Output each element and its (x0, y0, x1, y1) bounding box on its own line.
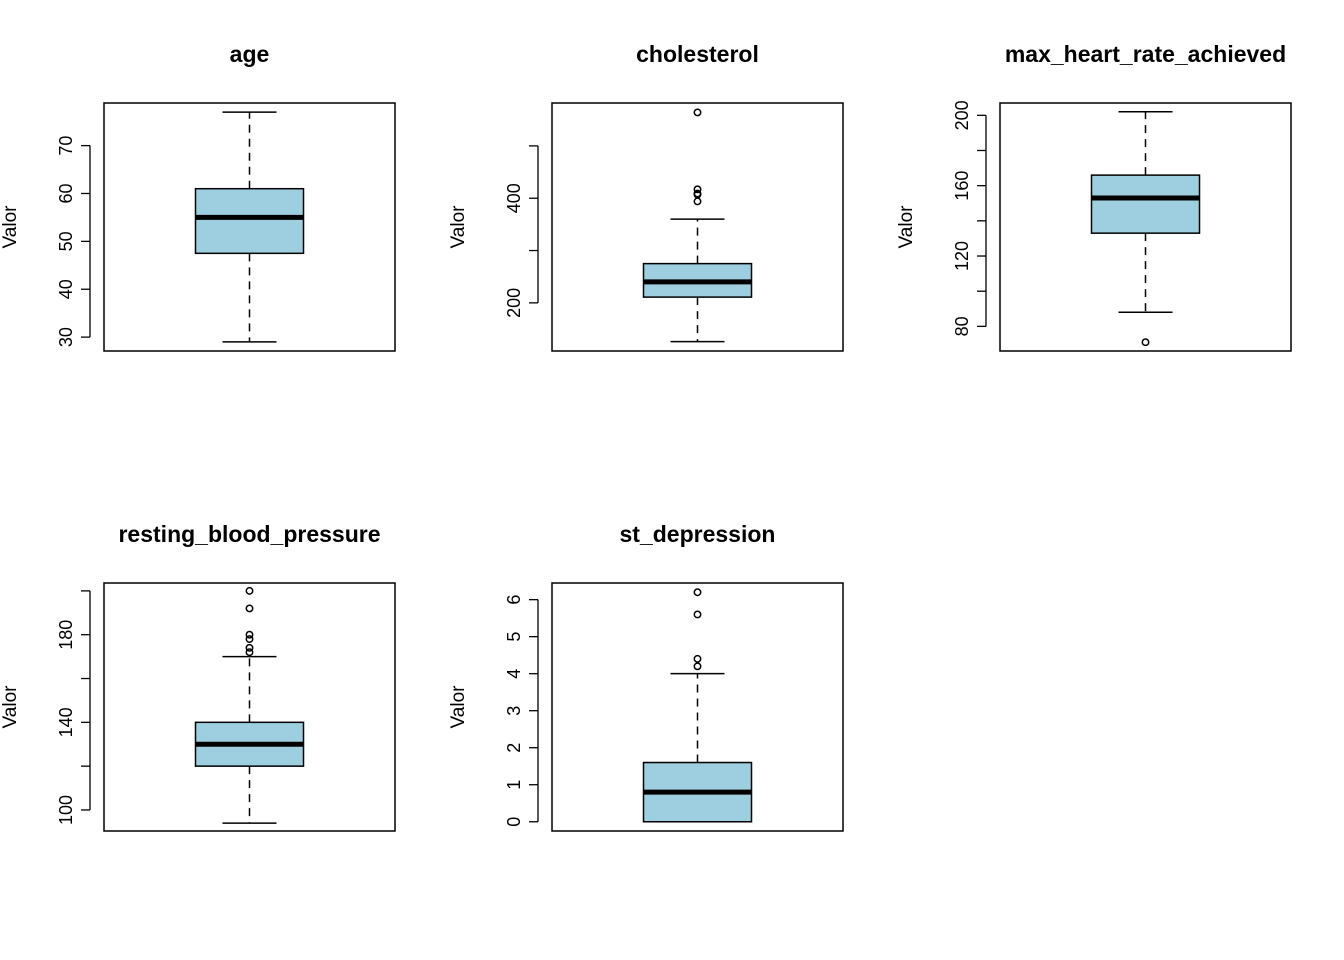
panel-age: age Valor 30 40 50 60 70 (0, 41, 396, 352)
y-tick-label: 4 (504, 669, 524, 679)
chart-title: resting_blood_pressure (118, 521, 380, 547)
y-tick-label: 2 (504, 743, 524, 753)
outlier-point (693, 610, 702, 619)
y-axis-label: Valor (896, 205, 917, 249)
y-axis-label: Valor (448, 205, 469, 249)
y-tick-label: 5 (504, 632, 524, 642)
panel-st_depression: st_depression Valor 0 1 2 3 4 5 6 (448, 521, 844, 832)
outlier-point (245, 630, 254, 639)
iqr-box (194, 187, 305, 255)
y-tick-label: 70 (56, 136, 76, 156)
y-tick-label: 180 (56, 620, 76, 650)
y-tick-label: 200 (952, 100, 972, 130)
outlier-point (245, 604, 254, 613)
panel-max_heart_rate_achieved: max_heart_rate_achieved Valor 80 120 160 200 (896, 41, 1292, 352)
y-axis-label: Valor (0, 205, 21, 249)
outlier-point (245, 648, 254, 657)
y-tick-label: 50 (56, 231, 76, 251)
y-tick-label: 30 (56, 327, 76, 347)
chart-title: cholesterol (636, 41, 759, 67)
chart-title: st_depression (620, 521, 776, 547)
plot-frame (551, 582, 844, 832)
chart-title: age (230, 41, 270, 67)
outlier-point (693, 189, 702, 198)
y-tick-label: 6 (504, 595, 524, 605)
plot-frame (103, 582, 396, 832)
y-tick-label: 200 (504, 288, 524, 318)
y-tick-label: 140 (56, 707, 76, 737)
panel-cholesterol: cholesterol Valor 200 400 (448, 41, 844, 352)
outlier-point (693, 654, 702, 663)
outlier-point (693, 197, 702, 206)
outlier-point (693, 185, 702, 194)
y-tick-label: 1 (504, 780, 524, 790)
outlier-point (1141, 338, 1150, 347)
y-axis-label: Valor (448, 685, 469, 729)
y-tick-label: 3 (504, 706, 524, 716)
y-axis-label: Valor (0, 685, 21, 729)
plot-frame (999, 102, 1292, 352)
y-tick-label: 80 (952, 316, 972, 336)
outlier-point (693, 108, 702, 117)
outlier-point (693, 588, 702, 597)
plot-frame (103, 102, 396, 352)
panel-resting_blood_pressure: resting_blood_pressure Valor 100 140 180 (0, 521, 396, 832)
y-tick-label: 0 (504, 817, 524, 827)
outlier-point (245, 635, 254, 644)
y-tick-label: 40 (56, 279, 76, 299)
y-tick-label: 160 (952, 171, 972, 201)
iqr-box (1090, 174, 1201, 234)
outlier-point (245, 643, 254, 652)
chart-title: max_heart_rate_achieved (1005, 41, 1286, 67)
y-tick-label: 120 (952, 241, 972, 271)
outlier-point (245, 586, 254, 595)
y-tick-label: 100 (56, 795, 76, 825)
y-tick-label: 60 (56, 183, 76, 203)
outlier-point (693, 662, 702, 671)
y-tick-label: 400 (504, 183, 524, 213)
plot-frame (551, 102, 844, 352)
